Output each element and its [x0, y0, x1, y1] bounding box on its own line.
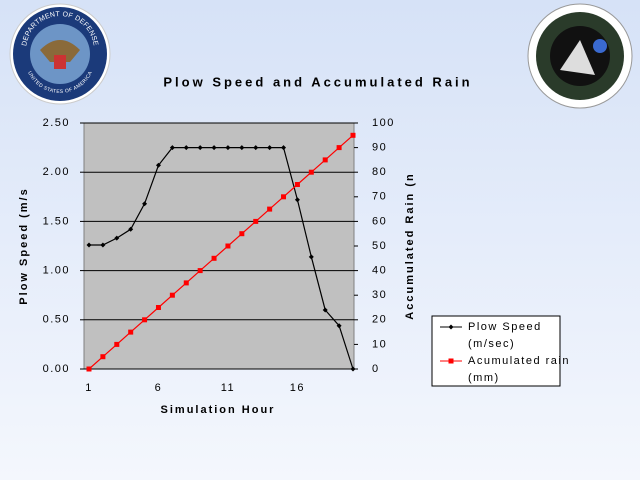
- point: [155, 305, 161, 310]
- y2-axis-title: Accumulated Rain (n: [404, 172, 416, 319]
- point: [155, 162, 161, 168]
- point: [267, 145, 273, 151]
- legend-label-line: Plow Speed: [468, 321, 542, 333]
- point: [225, 145, 231, 151]
- point: [142, 201, 148, 207]
- y2-tick-label: 10: [372, 338, 387, 350]
- legend-marker: [448, 358, 454, 364]
- legend-label-line: Acumulated rain: [468, 355, 570, 367]
- point: [100, 242, 106, 248]
- x-tick-label: 1: [85, 382, 93, 394]
- point: [211, 145, 217, 151]
- point: [322, 157, 328, 163]
- y2-tick-label: 60: [372, 215, 387, 227]
- point: [253, 218, 259, 224]
- x-tick-label: 11: [221, 382, 235, 394]
- y2-tick-label: 80: [372, 166, 387, 178]
- point: [308, 254, 314, 260]
- point: [114, 235, 120, 241]
- point: [197, 268, 203, 274]
- point: [267, 206, 273, 212]
- y2-tick-label: 70: [372, 191, 387, 203]
- point: [197, 145, 203, 151]
- point: [336, 323, 342, 329]
- y-tick-label: 0.50: [43, 314, 70, 326]
- legend-label-line: (m/sec): [468, 338, 515, 350]
- y-tick-label: 0.00: [43, 363, 70, 375]
- point: [100, 354, 106, 360]
- legend-label: Acumulated rain (mm): [468, 355, 570, 384]
- plot-area: [83, 122, 355, 370]
- point: [350, 132, 356, 138]
- y-tick-label: 2.50: [43, 117, 70, 129]
- legend-marker: [448, 324, 454, 330]
- point: [86, 242, 92, 248]
- y-axis-title: Plow Speed (m/s: [18, 187, 30, 304]
- y2-tick-label: 100: [372, 117, 395, 129]
- y2-tick-label: 0: [372, 363, 380, 375]
- y2-tick-label: 90: [372, 142, 387, 154]
- point: [308, 169, 314, 175]
- point: [128, 329, 134, 335]
- y2-tick-label: 30: [372, 289, 387, 301]
- point: [336, 145, 342, 151]
- legend-label-line: (mm): [468, 372, 500, 384]
- point: [183, 280, 189, 286]
- point: [225, 243, 231, 249]
- point: [281, 145, 287, 151]
- legend-label: Plow Speed (m/sec): [468, 321, 542, 350]
- legend: [431, 315, 561, 387]
- point: [183, 145, 189, 151]
- point: [86, 366, 92, 372]
- point: [294, 182, 300, 187]
- series-line: [89, 147, 354, 370]
- y2-tick-label: 20: [372, 314, 387, 326]
- point: [281, 194, 287, 200]
- x-tick-label: 16: [290, 382, 305, 394]
- lab-logo: [527, 3, 633, 109]
- x-axis-title: Simulation Hour: [161, 404, 276, 416]
- point: [253, 145, 259, 151]
- point: [114, 341, 120, 347]
- point: [169, 145, 175, 151]
- point: [169, 292, 175, 298]
- chart-title: Plow Speed and Accumulated Rain: [163, 74, 472, 89]
- point: [142, 317, 148, 323]
- point: [239, 145, 245, 151]
- point: [294, 197, 300, 203]
- point: [350, 366, 356, 372]
- y2-tick-label: 40: [372, 265, 387, 277]
- point: [211, 255, 217, 261]
- y-tick-label: 1.00: [43, 265, 70, 277]
- dod-logo: DEPARTMENT OF DEFENSE UNITED STATES OF A…: [9, 3, 111, 105]
- y-tick-label: 1.50: [43, 215, 70, 227]
- point: [239, 231, 245, 237]
- y-tick-label: 2.00: [43, 166, 70, 178]
- x-tick-label: 6: [155, 382, 163, 394]
- y2-tick-label: 50: [372, 240, 387, 252]
- point: [322, 307, 328, 313]
- point: [128, 226, 134, 232]
